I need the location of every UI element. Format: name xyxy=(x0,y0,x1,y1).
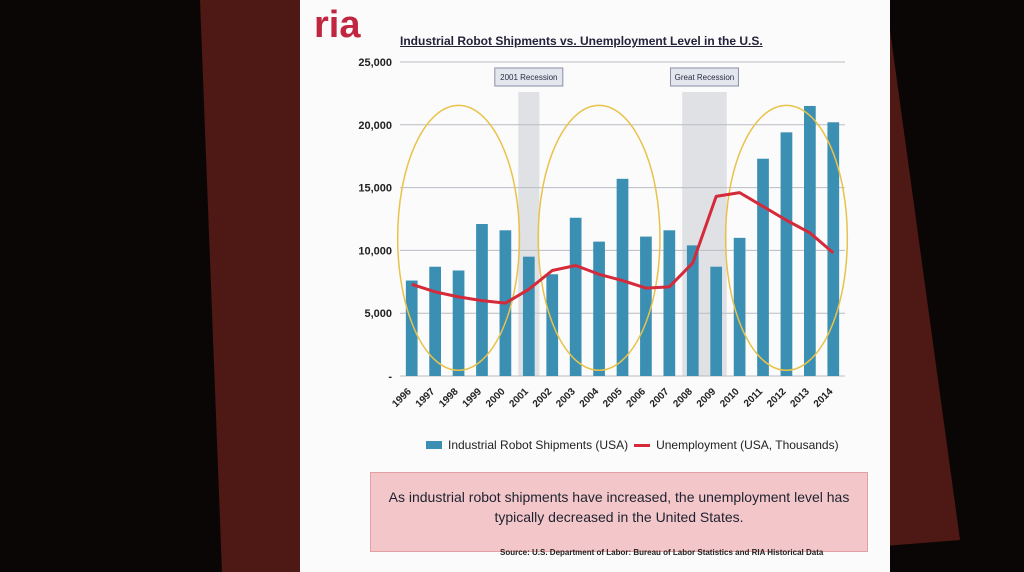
x-tick-label: 2006 xyxy=(625,386,649,410)
recession-label: Great Recession xyxy=(675,73,735,82)
recession-label-box xyxy=(494,67,564,87)
x-tick-label: 2009 xyxy=(695,386,719,410)
bar-shipments xyxy=(733,237,746,376)
x-tick-label: 1997 xyxy=(414,386,438,410)
legend-label-unemployment: Unemployment (USA, Thousands) xyxy=(656,438,839,452)
bar-shipments xyxy=(616,178,629,376)
x-tick-label: 2001 xyxy=(507,386,531,410)
bar-shipments xyxy=(522,256,535,376)
x-tick-label: 2005 xyxy=(601,386,625,410)
y-tick-label: 5,000 xyxy=(364,308,392,320)
ria-logo: ria xyxy=(314,4,361,46)
line-unemployment xyxy=(411,191,835,305)
chart-legend: Industrial Robot Shipments (USA) Unemplo… xyxy=(426,438,839,452)
highlight-ellipse xyxy=(396,104,521,372)
bar-shipments xyxy=(569,217,582,376)
x-tick-label: 2013 xyxy=(788,386,812,410)
slide-caption: As industrial robot shipments have incre… xyxy=(370,472,868,552)
source-note: Source: U.S. Department of Labor: Bureau… xyxy=(500,548,824,557)
bar-shipments xyxy=(405,280,418,376)
x-tick-label: 1999 xyxy=(461,386,485,410)
bar-shipments xyxy=(640,236,652,376)
highlight-ellipse xyxy=(537,104,661,372)
bar-shipments xyxy=(546,274,559,376)
x-tick-label: 2002 xyxy=(531,386,555,410)
x-tick-label: 1998 xyxy=(437,386,461,410)
bar-shipments xyxy=(780,132,793,376)
chart-area: 2001 Recession Great Recession 25,000 20,00… xyxy=(358,57,849,410)
x-tick-label: 2014 xyxy=(812,386,836,410)
bar-shipments xyxy=(757,158,769,376)
bar-shipments xyxy=(429,266,441,376)
presentation-slide: ria Industrial Robot Shipments vs. Unemp… xyxy=(300,0,890,572)
legend-label-shipments: Industrial Robot Shipments (USA) xyxy=(448,438,629,452)
y-tick-label: - xyxy=(388,371,392,383)
bar-shipments xyxy=(593,241,605,376)
bar-shipments xyxy=(804,105,816,377)
bar-shipments xyxy=(710,266,723,376)
y-tick-label: 15,000 xyxy=(358,183,392,195)
bar-shipments xyxy=(452,270,465,376)
x-tick-label: 2003 xyxy=(554,386,578,410)
x-tick-label: 2008 xyxy=(671,386,695,410)
recession-label: 2001 Recession xyxy=(500,73,557,82)
legend-line-swatch xyxy=(634,443,651,447)
x-tick-label: 2011 xyxy=(742,386,765,409)
x-tick-label: 2012 xyxy=(765,386,789,410)
x-tick-label: 2007 xyxy=(648,386,672,410)
chart-title: Industrial Robot Shipments vs. Unemploym… xyxy=(400,34,763,48)
recession-label-box xyxy=(669,67,739,87)
bar-shipments xyxy=(827,122,840,377)
y-tick-label: 20,000 xyxy=(358,120,392,132)
y-tick-label: 25,000 xyxy=(358,57,392,69)
legend-bar-swatch xyxy=(426,441,442,449)
highlight-ellipse xyxy=(724,104,849,372)
bar-shipments xyxy=(663,230,676,376)
bar-shipments xyxy=(686,245,699,376)
x-tick-label: 2004 xyxy=(578,386,602,410)
x-tick-label: 1996 xyxy=(390,386,414,410)
y-tick-label: 10,000 xyxy=(358,245,392,257)
x-tick-label: 2000 xyxy=(484,386,508,410)
x-tick-label: 2010 xyxy=(718,386,742,410)
